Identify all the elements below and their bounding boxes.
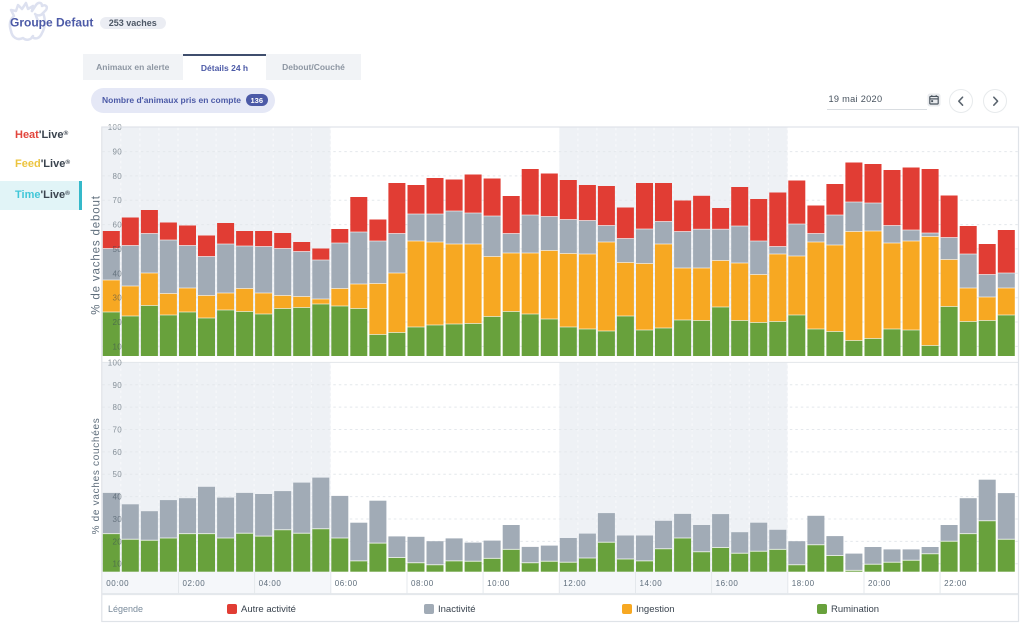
svg-text:% de vaches couchées: % de vaches couchées bbox=[91, 418, 102, 535]
svg-text:40: 40 bbox=[113, 493, 123, 502]
svg-text:10: 10 bbox=[113, 342, 123, 351]
svg-text:10: 10 bbox=[113, 560, 123, 569]
svg-text:30: 30 bbox=[113, 515, 123, 524]
svg-text:22:00: 22:00 bbox=[944, 579, 967, 588]
svg-text:06:00: 06:00 bbox=[335, 579, 358, 588]
svg-text:80: 80 bbox=[113, 172, 123, 181]
svg-text:% de vaches debout: % de vaches debout bbox=[91, 195, 103, 315]
svg-text:20:00: 20:00 bbox=[868, 579, 891, 588]
svg-text:90: 90 bbox=[113, 148, 123, 157]
svg-text:60: 60 bbox=[113, 448, 123, 457]
svg-text:100: 100 bbox=[108, 123, 122, 132]
svg-text:02:00: 02:00 bbox=[183, 579, 206, 588]
svg-text:70: 70 bbox=[113, 426, 123, 435]
svg-text:04:00: 04:00 bbox=[259, 579, 282, 588]
svg-text:40: 40 bbox=[113, 269, 123, 278]
svg-text:50: 50 bbox=[113, 470, 123, 479]
svg-text:50: 50 bbox=[113, 245, 123, 254]
svg-text:100: 100 bbox=[108, 358, 122, 367]
svg-text:16:00: 16:00 bbox=[716, 579, 739, 588]
svg-text:Groupe Defaut: Groupe Defaut bbox=[10, 16, 93, 30]
svg-text:14:00: 14:00 bbox=[640, 579, 663, 588]
svg-text:20: 20 bbox=[113, 318, 123, 327]
svg-text:18:00: 18:00 bbox=[792, 579, 815, 588]
svg-text:20: 20 bbox=[113, 537, 123, 546]
svg-text:30: 30 bbox=[113, 294, 123, 303]
svg-text:90: 90 bbox=[113, 381, 123, 390]
svg-text:00:00: 00:00 bbox=[106, 579, 129, 588]
svg-text:60: 60 bbox=[113, 221, 123, 230]
svg-text:12:00: 12:00 bbox=[563, 579, 586, 588]
svg-text:08:00: 08:00 bbox=[411, 579, 434, 588]
svg-text:80: 80 bbox=[113, 403, 123, 412]
svg-text:70: 70 bbox=[113, 196, 123, 205]
svg-text:10:00: 10:00 bbox=[487, 579, 510, 588]
